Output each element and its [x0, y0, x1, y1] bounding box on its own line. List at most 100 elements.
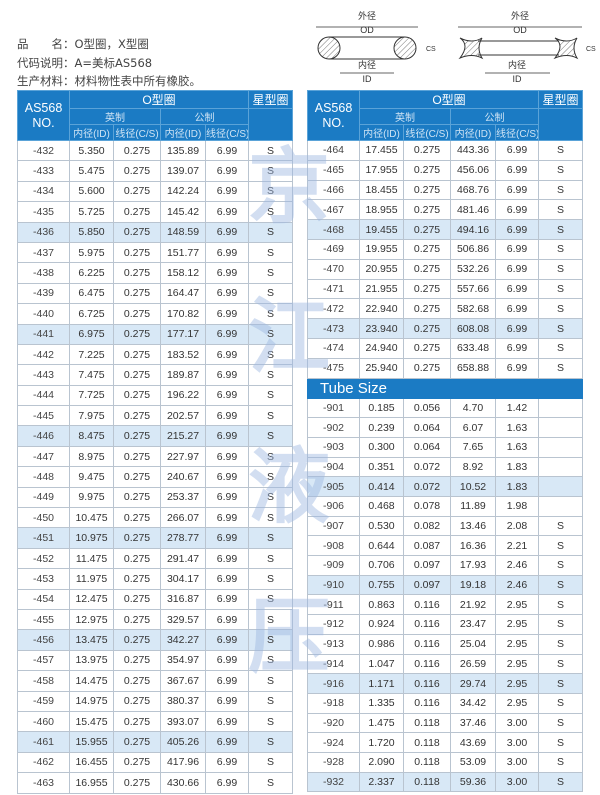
cell: 2.46 — [494, 574, 540, 596]
cell: 0.275 — [113, 241, 161, 264]
cell: 0.097 — [403, 574, 451, 596]
cell: 6.475 — [69, 282, 114, 305]
cell: 342.27 — [160, 629, 206, 651]
cell: S — [248, 731, 294, 753]
cell: -434 — [17, 180, 70, 203]
cell: -466 — [307, 179, 360, 201]
table-row: -439 6.475 0.275 164.47 6.99 S — [17, 282, 294, 305]
table-row: -452 11.475 0.275 291.47 6.99 S — [17, 547, 294, 570]
cell: 145.42 — [160, 201, 206, 223]
cell: 148.59 — [160, 221, 206, 243]
cell: S — [538, 751, 584, 773]
cell: 16.955 — [69, 772, 114, 794]
table-row: -434 5.600 0.275 142.24 6.99 S — [17, 180, 294, 203]
cell: 6.99 — [204, 690, 250, 712]
cell: S — [538, 219, 584, 240]
table-row: -468 19.455 0.275 494.16 6.99 S — [307, 219, 584, 240]
cell: 253.37 — [160, 486, 206, 509]
cell: S — [538, 732, 584, 753]
cell: -462 — [17, 751, 70, 774]
cell: 6.99 — [204, 139, 250, 162]
cell: 0.275 — [113, 425, 161, 447]
cell: S — [248, 262, 294, 284]
cell: 3.00 — [494, 751, 540, 773]
cell: 0.300 — [359, 436, 404, 458]
cell: -908 — [307, 535, 360, 557]
cell: 6.99 — [204, 364, 250, 386]
table-row: -920 1.475 0.118 37.46 3.00 S — [307, 712, 584, 734]
cell: 6.99 — [204, 221, 250, 243]
cell: -465 — [307, 159, 360, 181]
od-cn-label: 外径 — [511, 10, 529, 21]
cell: 15.955 — [69, 731, 114, 753]
cell: 0.414 — [359, 476, 404, 497]
cell: 7.725 — [69, 384, 114, 407]
cell: 6.975 — [69, 323, 114, 345]
cell: 1.335 — [359, 692, 404, 714]
cell: S — [248, 568, 294, 590]
cell: -447 — [17, 445, 70, 468]
cell: 17.455 — [359, 140, 404, 161]
cell: 2.95 — [494, 692, 540, 714]
cell: 0.275 — [113, 710, 161, 733]
cell: 0.275 — [403, 140, 451, 161]
table-row: -912 0.924 0.116 23.47 2.95 S — [307, 614, 584, 635]
od-label: OD — [513, 25, 527, 35]
cell: 0.275 — [113, 343, 161, 366]
cell: 11.975 — [69, 568, 114, 590]
as568-no-header: AS568 NO. — [17, 90, 70, 141]
cell: -473 — [307, 318, 360, 339]
cell: -446 — [17, 425, 70, 447]
o-ring-diagram: 外径 OD 内径 ID CS — [316, 10, 436, 84]
cell: 13.475 — [69, 629, 114, 651]
cell: -438 — [17, 262, 70, 284]
cell: 6.99 — [494, 179, 540, 201]
cell — [538, 496, 584, 517]
cell: S — [248, 772, 294, 794]
cell: S — [248, 588, 294, 610]
cell: 0.064 — [403, 417, 451, 438]
cell: 0.118 — [403, 751, 451, 773]
table-row: -904 0.351 0.072 8.92 1.83 — [307, 456, 584, 478]
cell: 2.95 — [494, 614, 540, 635]
cell: 215.27 — [160, 425, 206, 447]
cell: 1.63 — [494, 417, 540, 438]
cell: 6.99 — [204, 343, 250, 366]
cell: 2.95 — [494, 633, 540, 655]
cell: 0.064 — [403, 436, 451, 458]
cell: 0.644 — [359, 535, 404, 557]
cell: 0.275 — [113, 405, 161, 427]
oring-header: O型圈 — [68, 90, 250, 109]
table-row: -918 1.335 0.116 34.42 2.95 S — [307, 692, 584, 714]
cell: S — [248, 608, 294, 631]
table-row: -473 23.940 0.275 608.08 6.99 S — [307, 318, 584, 339]
cell: -464 — [307, 140, 360, 161]
cell: 6.99 — [494, 238, 540, 260]
cell: 266.07 — [160, 507, 206, 529]
x-ring-diagram: 外径 OD 内径 ID CS — [458, 10, 596, 84]
cell: 6.99 — [204, 588, 250, 610]
cell: -463 — [17, 772, 70, 794]
table-row: -928 2.090 0.118 53.09 3.00 S — [307, 751, 584, 773]
cell: 278.77 — [160, 527, 206, 549]
cell: -467 — [307, 199, 360, 221]
cell: 0.275 — [403, 318, 451, 339]
cell: 0.275 — [113, 180, 161, 203]
cell: 1.171 — [359, 673, 404, 694]
id-cn-label: 内径 — [508, 59, 526, 70]
cell: -444 — [17, 384, 70, 407]
cell — [538, 397, 584, 419]
cell: S — [248, 384, 294, 407]
cell: S — [538, 199, 584, 221]
cell: 14.975 — [69, 690, 114, 712]
cell: S — [538, 179, 584, 201]
cell: -441 — [17, 323, 70, 345]
cell: -457 — [17, 649, 70, 672]
cell: 0.116 — [403, 673, 451, 694]
cell: 6.99 — [204, 262, 250, 284]
cell: S — [538, 555, 584, 576]
cell: 6.07 — [450, 417, 496, 438]
cell: 6.99 — [494, 140, 540, 161]
cell: 0.275 — [113, 670, 161, 692]
